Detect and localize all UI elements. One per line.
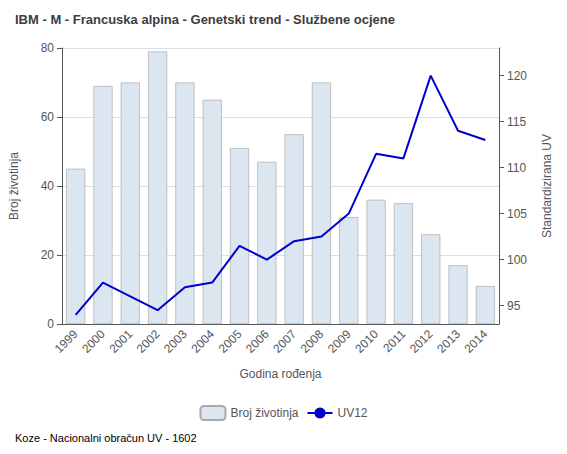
svg-text:2010: 2010 xyxy=(352,327,381,356)
svg-text:2008: 2008 xyxy=(298,327,327,356)
svg-text:Koze - Nacionalni obračun UV -: Koze - Nacionalni obračun UV - 1602 xyxy=(15,432,197,444)
svg-text:2007: 2007 xyxy=(270,327,299,356)
svg-text:2001: 2001 xyxy=(106,327,135,356)
svg-text:80: 80 xyxy=(41,41,55,55)
svg-text:2009: 2009 xyxy=(325,327,354,356)
svg-text:UV12: UV12 xyxy=(338,406,368,420)
svg-text:2006: 2006 xyxy=(243,327,272,356)
svg-text:120: 120 xyxy=(507,69,527,83)
svg-text:Godina rođenja: Godina rođenja xyxy=(239,367,321,381)
svg-text:1999: 1999 xyxy=(52,327,81,356)
svg-text:2002: 2002 xyxy=(134,327,163,356)
svg-text:2013: 2013 xyxy=(434,327,463,356)
svg-text:2012: 2012 xyxy=(407,327,436,356)
svg-text:2005: 2005 xyxy=(216,327,245,356)
svg-text:Standardizirana UV: Standardizirana UV xyxy=(540,134,554,238)
svg-text:100: 100 xyxy=(507,253,527,267)
svg-text:105: 105 xyxy=(507,207,527,221)
svg-text:2014: 2014 xyxy=(462,327,491,356)
svg-text:40: 40 xyxy=(41,179,55,193)
svg-text:110: 110 xyxy=(507,161,526,175)
svg-text:2003: 2003 xyxy=(161,327,190,356)
svg-text:IBM - M - Francuska alpina - G: IBM - M - Francuska alpina - Genetski tr… xyxy=(15,12,395,27)
svg-text:95: 95 xyxy=(507,299,521,313)
svg-text:115: 115 xyxy=(507,115,526,129)
svg-text:0: 0 xyxy=(47,317,54,331)
svg-text:60: 60 xyxy=(41,110,55,124)
svg-text:2004: 2004 xyxy=(188,327,217,356)
svg-text:2011: 2011 xyxy=(380,327,408,355)
svg-text:20: 20 xyxy=(41,248,55,262)
svg-text:2000: 2000 xyxy=(79,327,108,356)
svg-text:Broj životinja: Broj životinja xyxy=(230,406,298,420)
svg-text:Broj životinja: Broj životinja xyxy=(7,152,21,220)
